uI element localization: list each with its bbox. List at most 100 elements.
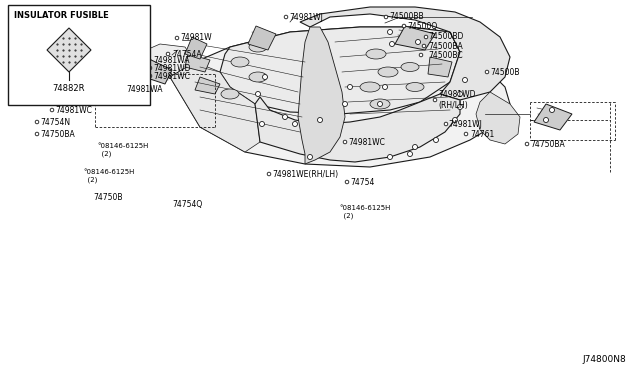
- Circle shape: [543, 118, 548, 122]
- Circle shape: [342, 102, 348, 106]
- Polygon shape: [255, 94, 460, 162]
- Circle shape: [384, 15, 388, 19]
- Circle shape: [419, 53, 423, 57]
- Circle shape: [452, 118, 458, 122]
- Text: 74981WC: 74981WC: [153, 71, 190, 80]
- Text: 74882R: 74882R: [52, 83, 85, 93]
- Polygon shape: [534, 104, 572, 130]
- Circle shape: [458, 92, 463, 96]
- Text: 74761: 74761: [470, 129, 494, 138]
- Text: 74981WC: 74981WC: [348, 138, 385, 147]
- Circle shape: [148, 66, 152, 70]
- Text: INSULATOR FUSIBLE: INSULATOR FUSIBLE: [14, 10, 109, 19]
- Circle shape: [390, 42, 394, 46]
- Text: 74500Q: 74500Q: [407, 22, 437, 31]
- Circle shape: [387, 29, 392, 35]
- Circle shape: [485, 70, 489, 74]
- Text: °08146-6125H
  (2): °08146-6125H (2): [339, 205, 390, 219]
- Circle shape: [262, 74, 268, 80]
- Circle shape: [138, 70, 143, 74]
- Polygon shape: [248, 26, 276, 50]
- Text: 74981WA: 74981WA: [126, 84, 163, 93]
- Circle shape: [317, 118, 323, 122]
- Circle shape: [550, 108, 554, 112]
- Circle shape: [387, 154, 392, 160]
- Circle shape: [259, 122, 264, 126]
- Text: 74981WJ: 74981WJ: [289, 13, 323, 22]
- Circle shape: [268, 172, 271, 176]
- Polygon shape: [47, 28, 91, 72]
- Ellipse shape: [370, 99, 390, 109]
- Polygon shape: [125, 52, 145, 75]
- Circle shape: [50, 108, 54, 112]
- Circle shape: [35, 132, 39, 136]
- Circle shape: [424, 35, 428, 39]
- Circle shape: [348, 84, 353, 90]
- Text: 74750BA: 74750BA: [40, 129, 75, 138]
- Text: 74981WD: 74981WD: [153, 64, 191, 73]
- Ellipse shape: [360, 82, 380, 92]
- Polygon shape: [220, 27, 460, 114]
- Polygon shape: [138, 57, 172, 84]
- Polygon shape: [170, 27, 510, 167]
- Polygon shape: [428, 57, 452, 77]
- Circle shape: [408, 151, 413, 157]
- Text: 74754: 74754: [350, 177, 374, 186]
- Polygon shape: [170, 62, 260, 152]
- Circle shape: [255, 92, 260, 96]
- Polygon shape: [298, 27, 345, 164]
- Text: 74750BA: 74750BA: [530, 140, 564, 148]
- Text: 74500BB: 74500BB: [389, 12, 424, 20]
- Text: 74500BA: 74500BA: [428, 42, 463, 51]
- Text: 74981WJ: 74981WJ: [448, 119, 482, 128]
- Ellipse shape: [366, 49, 386, 59]
- Circle shape: [147, 58, 151, 62]
- Polygon shape: [395, 26, 435, 50]
- Polygon shape: [115, 44, 195, 82]
- Ellipse shape: [221, 89, 239, 99]
- Text: 74981WD
(RH/LH): 74981WD (RH/LH): [438, 90, 476, 110]
- Ellipse shape: [249, 72, 267, 82]
- Circle shape: [413, 144, 417, 150]
- Text: 74981WE(RH/LH): 74981WE(RH/LH): [272, 170, 338, 179]
- Text: 74500BC: 74500BC: [428, 51, 463, 60]
- Ellipse shape: [401, 62, 419, 71]
- Polygon shape: [185, 37, 207, 59]
- Circle shape: [383, 84, 387, 90]
- Circle shape: [415, 39, 420, 45]
- Circle shape: [345, 180, 349, 184]
- Text: 74981WC: 74981WC: [55, 106, 92, 115]
- Circle shape: [148, 74, 152, 78]
- Text: 74981W: 74981W: [180, 32, 212, 42]
- Circle shape: [378, 102, 383, 106]
- Circle shape: [444, 122, 448, 126]
- Circle shape: [433, 138, 438, 142]
- Circle shape: [175, 36, 179, 40]
- Text: °08146-6125H
  (2): °08146-6125H (2): [97, 143, 148, 157]
- Text: 74754N: 74754N: [40, 118, 70, 126]
- Polygon shape: [195, 77, 220, 94]
- Circle shape: [166, 52, 170, 56]
- Circle shape: [343, 140, 347, 144]
- Ellipse shape: [231, 57, 249, 67]
- Text: 74500B: 74500B: [490, 67, 520, 77]
- Text: °08146-6125H
  (2): °08146-6125H (2): [83, 169, 134, 183]
- Ellipse shape: [249, 42, 267, 52]
- Circle shape: [422, 44, 426, 48]
- Circle shape: [433, 98, 437, 102]
- Polygon shape: [476, 92, 520, 144]
- Polygon shape: [300, 7, 510, 100]
- Ellipse shape: [378, 67, 398, 77]
- Text: 74754Q: 74754Q: [172, 199, 202, 208]
- Circle shape: [292, 122, 298, 126]
- Circle shape: [284, 15, 288, 19]
- Circle shape: [282, 115, 287, 119]
- Text: 74754A: 74754A: [172, 49, 202, 58]
- Text: 74981WA: 74981WA: [153, 55, 189, 64]
- Circle shape: [458, 105, 463, 109]
- Bar: [8, 5, 150, 105]
- Ellipse shape: [406, 83, 424, 92]
- Polygon shape: [185, 54, 210, 72]
- Circle shape: [35, 120, 39, 124]
- Circle shape: [402, 24, 406, 28]
